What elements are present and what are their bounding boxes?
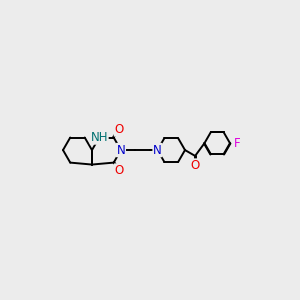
Text: O: O [115,164,124,177]
Text: NH: NH [91,131,108,144]
Text: O: O [114,123,124,136]
Text: O: O [190,159,200,172]
Text: N: N [117,144,125,157]
Text: N: N [153,144,162,157]
Text: F: F [234,137,240,150]
